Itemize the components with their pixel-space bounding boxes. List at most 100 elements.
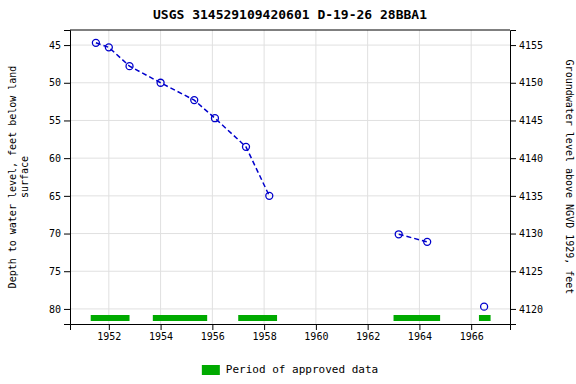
y-tick-label: 45 — [49, 40, 61, 51]
grid-line-y — [70, 120, 510, 121]
series-marker — [157, 79, 164, 86]
x-tick-mark — [368, 324, 369, 330]
legend: Period of approved data — [202, 363, 378, 376]
grid-line-x — [160, 30, 161, 324]
grid-line-y — [70, 233, 510, 234]
grid-line-x — [315, 30, 316, 324]
x-tick-label: 1966 — [460, 331, 484, 342]
y2-axis-line — [511, 31, 517, 325]
y2-tick: 4140 — [510, 153, 543, 164]
series — [481, 303, 488, 310]
y-tick-label: 80 — [49, 304, 61, 315]
frame-top — [70, 30, 510, 31]
y-tick-mark — [64, 83, 70, 84]
y2-tick-label: 4155 — [519, 40, 543, 51]
grid-line-x — [471, 30, 472, 324]
y-axis: 45 50 55 60 65 70 75 80 — [49, 31, 71, 325]
y2-tick-label: 4135 — [519, 191, 543, 202]
series-marker — [126, 63, 133, 70]
y-tick: 50 — [49, 77, 70, 88]
y-tick: 65 — [49, 191, 70, 202]
series-marker — [105, 44, 112, 51]
series-line — [96, 43, 269, 196]
series — [395, 231, 430, 246]
series-marker — [424, 238, 431, 245]
x-tick: 1956 — [201, 324, 225, 342]
y2-tick-label: 4125 — [519, 266, 543, 277]
x-tick-label: 1962 — [356, 331, 380, 342]
x-tick-label: 1960 — [304, 331, 328, 342]
x-tick: 1964 — [408, 324, 432, 342]
y2-tick: 4145 — [510, 115, 543, 126]
series-marker — [211, 115, 218, 122]
y2-axis: 41554150414541404135413041254120 — [510, 31, 543, 325]
grid-line-x — [419, 30, 420, 324]
y2-tick-mark — [510, 309, 516, 310]
grid-line-x — [367, 30, 368, 324]
y2-tick-label: 4140 — [519, 153, 543, 164]
series — [92, 39, 272, 199]
series-marker — [191, 97, 198, 104]
y2-tick-mark — [510, 120, 516, 121]
x-tick-label: 1964 — [408, 331, 432, 342]
series-line — [399, 234, 427, 242]
x-tick-label: 1958 — [253, 331, 277, 342]
series-marker — [481, 303, 488, 310]
series-marker — [92, 39, 99, 46]
y-tick-mark — [64, 271, 70, 272]
x-tick-label: 1952 — [97, 331, 121, 342]
y-tick-mark — [64, 234, 70, 235]
y-tick: 55 — [49, 115, 70, 126]
approved-period-bar — [394, 315, 441, 321]
x-tick: 1960 — [304, 324, 328, 342]
x-axis: 1952 1954 1956 1958 1960 1962 1964 1966 — [71, 324, 511, 342]
y2-tick-label: 4145 — [519, 115, 543, 126]
x-tick-label: 1956 — [201, 331, 225, 342]
series-marker — [395, 231, 402, 238]
grid-line-y — [70, 271, 510, 272]
y2-tick-mark — [510, 83, 516, 84]
grid-line-y — [70, 158, 510, 159]
y-tick-mark — [64, 196, 70, 197]
x-tick: 1958 — [253, 324, 277, 342]
grid-line-y — [70, 195, 510, 196]
y-tick-label: 50 — [49, 77, 61, 88]
grid-line-y — [70, 45, 510, 46]
y-tick: 75 — [49, 266, 70, 277]
x-tick: 1952 — [97, 324, 121, 342]
series-marker — [266, 192, 273, 199]
grid-line-x — [212, 30, 213, 324]
y2-tick-mark — [510, 196, 516, 197]
y-tick: 80 — [49, 304, 70, 315]
grid-line-y — [70, 82, 510, 83]
y2-tick-mark — [510, 45, 516, 46]
y-tick-mark — [64, 309, 70, 310]
series-marker — [243, 143, 250, 150]
approved-period-bar — [238, 315, 277, 321]
plot: 1952 1954 1956 1958 1960 1962 1964 1966 45 50 55 60… — [49, 30, 543, 342]
x-tick-label: 1954 — [149, 331, 173, 342]
y-tick-label: 70 — [49, 228, 61, 239]
y2-tick: 4135 — [510, 191, 543, 202]
legend-swatch — [202, 365, 220, 375]
y-tick: 60 — [49, 153, 70, 164]
y-tick-label: 65 — [49, 191, 61, 202]
y-tick-mark — [64, 45, 70, 46]
grid-line-x — [108, 30, 109, 324]
x-tick-mark — [471, 324, 472, 330]
x-tick: 1954 — [149, 324, 173, 342]
y-tick-label: 60 — [49, 153, 61, 164]
approved-periods — [91, 315, 491, 321]
y-tick-label: 55 — [49, 115, 61, 126]
y2-tick-label: 4130 — [519, 228, 543, 239]
grid-line-y — [70, 308, 510, 309]
y-axis-label: Depth to water level, feet below landsur… — [7, 66, 30, 289]
y2-tick-label: 4120 — [519, 304, 543, 315]
approved-period-bar — [153, 315, 207, 321]
y2-tick: 4155 — [510, 40, 543, 51]
y2-axis-label: Groundwater level above NGVD 1929, feet — [564, 60, 575, 295]
y2-tick-mark — [510, 271, 516, 272]
approved-period-bar — [91, 315, 130, 321]
y-axis-label-line: Depth to water level, feet below land — [7, 66, 18, 289]
y-tick-mark — [64, 158, 70, 159]
